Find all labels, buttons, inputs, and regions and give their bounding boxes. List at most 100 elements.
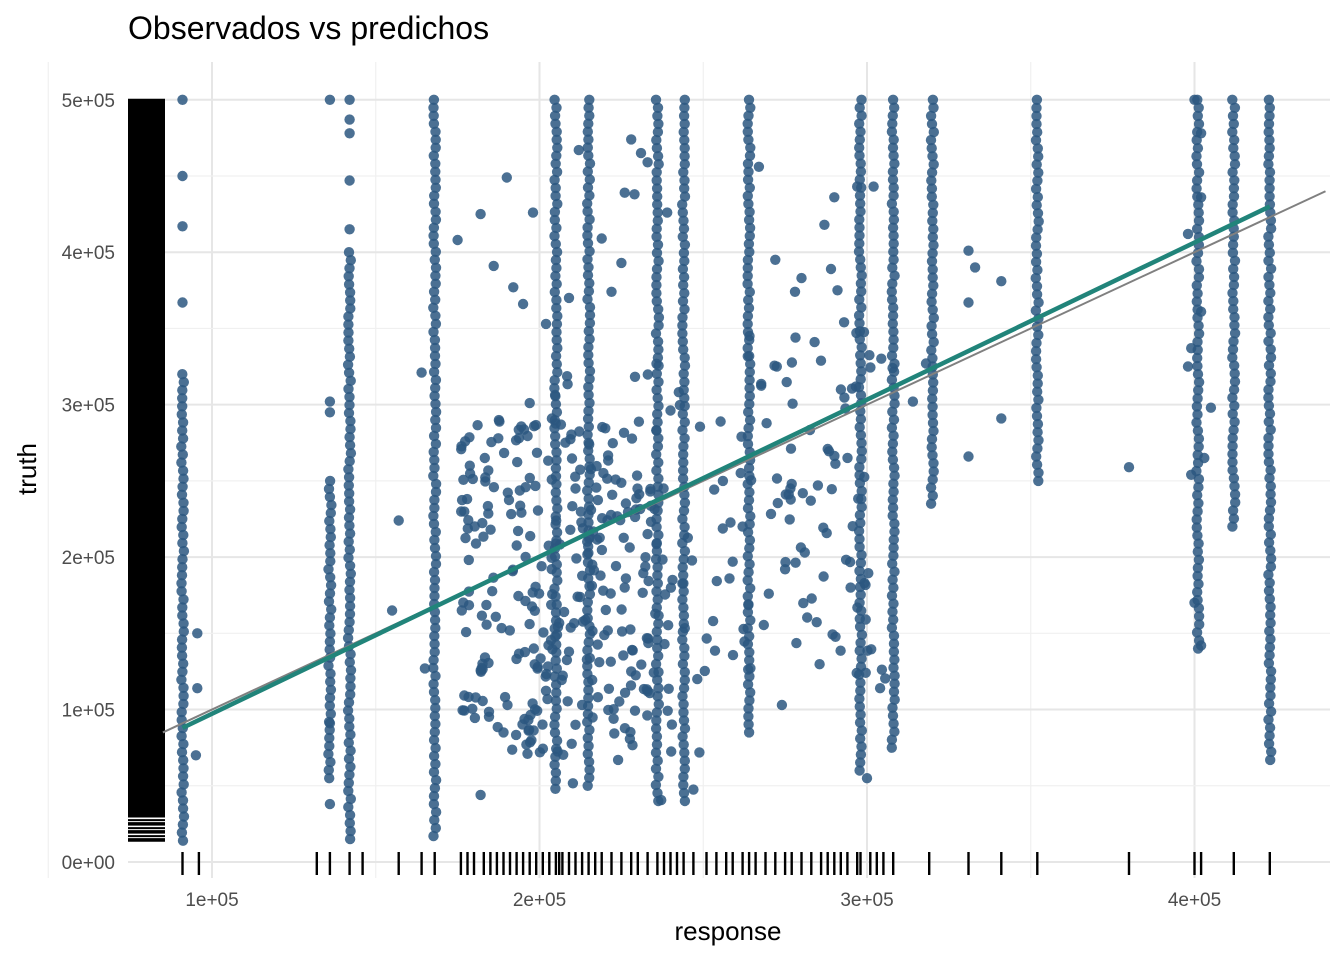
data-point (1192, 506, 1203, 517)
data-point (626, 134, 637, 145)
data-point (551, 629, 563, 640)
data-point (1265, 464, 1276, 476)
data-point (428, 198, 440, 209)
data-point (464, 460, 475, 471)
data-point (1263, 714, 1274, 725)
data-point (888, 486, 899, 497)
data-point (927, 272, 938, 283)
data-point (393, 515, 404, 526)
data-point (178, 529, 189, 541)
data-point (926, 183, 938, 194)
data-point (177, 666, 188, 677)
data-point (177, 425, 188, 436)
data-point (463, 515, 474, 526)
data-point (651, 271, 662, 283)
data-point (653, 255, 664, 267)
chart-title: Observados vs predichos (128, 10, 489, 46)
data-point (177, 562, 188, 573)
data-point (743, 166, 754, 177)
data-point (430, 374, 442, 386)
data-point (679, 304, 690, 315)
data-point (552, 621, 564, 633)
data-point (323, 660, 334, 671)
data-point (1193, 385, 1204, 396)
data-point (651, 368, 662, 379)
data-point (678, 384, 689, 396)
data-point (678, 126, 689, 138)
data-point (742, 158, 754, 169)
data-point (584, 373, 595, 385)
data-point (928, 126, 939, 138)
data-point (799, 547, 810, 558)
data-point (1205, 402, 1217, 413)
data-point (1031, 200, 1042, 211)
data-point (178, 698, 189, 710)
data-point (889, 398, 900, 409)
data-point (1227, 440, 1238, 452)
data-point (324, 718, 336, 729)
data-point (325, 580, 337, 591)
data-point (832, 285, 843, 296)
data-point (584, 333, 595, 345)
data-point (344, 287, 356, 298)
data-point (856, 302, 867, 313)
data-point (343, 367, 355, 378)
data-point (344, 657, 355, 668)
data-point (653, 650, 664, 662)
data-point (667, 574, 678, 586)
data-point (854, 693, 865, 704)
data-point (419, 663, 431, 674)
data-point (550, 350, 562, 362)
data-point (888, 638, 900, 649)
data-point (428, 686, 440, 698)
data-point (429, 494, 440, 506)
data-point (659, 589, 671, 600)
data-point (855, 733, 866, 744)
data-point (1191, 514, 1202, 525)
data-point (821, 527, 832, 539)
data-point (344, 343, 355, 354)
data-point (1266, 746, 1277, 757)
data-point (861, 773, 873, 784)
data-point (596, 544, 608, 556)
data-point (581, 654, 593, 665)
data-point (889, 270, 900, 281)
data-point (652, 207, 663, 218)
data-point (467, 473, 478, 485)
data-point (430, 622, 441, 634)
data-point (652, 336, 664, 347)
data-point (742, 278, 753, 290)
data-point (1229, 134, 1240, 146)
data-point (789, 286, 801, 297)
data-point (324, 773, 335, 784)
data-point (584, 246, 595, 257)
data-point (429, 646, 440, 658)
data-point (551, 703, 562, 714)
data-point (345, 415, 356, 427)
data-point (887, 606, 898, 617)
data-point (1032, 208, 1044, 219)
data-point (1263, 118, 1275, 130)
data-point (650, 658, 662, 670)
data-point (666, 746, 677, 757)
data-point (1265, 545, 1276, 556)
data-point (538, 627, 549, 638)
data-point (1031, 459, 1043, 470)
data-point (926, 345, 937, 356)
data-point (527, 698, 538, 709)
data-point (855, 166, 867, 177)
data-point (742, 342, 753, 354)
data-point (532, 505, 544, 516)
data-point (177, 385, 188, 396)
data-point (429, 542, 441, 554)
data-point (546, 552, 557, 563)
data-point (525, 530, 536, 542)
data-point (678, 279, 689, 291)
data-point (927, 151, 938, 162)
data-point (743, 711, 754, 722)
data-point (323, 483, 335, 495)
data-point (605, 509, 617, 521)
data-point (325, 668, 336, 679)
data-point (570, 719, 581, 730)
data-point (551, 735, 563, 746)
